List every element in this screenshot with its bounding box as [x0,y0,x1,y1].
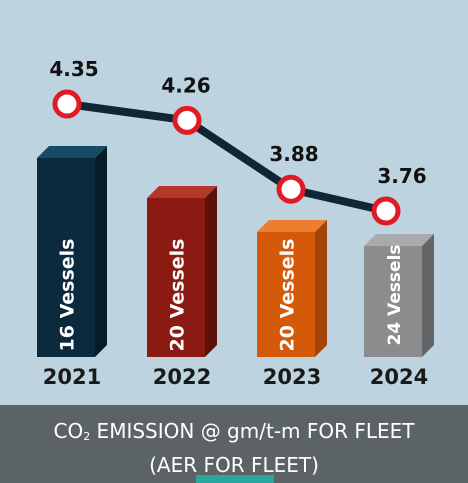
bar-side-2022 [205,186,217,357]
year-label-2022: 2022 [153,365,211,389]
footer-subtitle: (AER FOR FLEET) [149,453,319,477]
bar-side-2021 [95,146,107,357]
bar-side-2024 [422,234,434,357]
bar-label-2021: 16 Vessels [57,239,79,352]
value-label-2021: 4.35 [49,57,98,81]
value-label-2022: 4.26 [161,73,210,97]
bar-top-2023 [257,220,327,232]
emission-chart: 16 Vessels 2021 20 Vessels 2022 20 Vessels 20… [37,57,434,389]
value-label-2024: 3.76 [377,164,426,188]
marker-2022 [172,105,202,135]
emission-line [63,100,390,215]
bar-top-2024 [364,234,434,246]
footer-title: CO2 EMISSION @ gm/t-m FOR FLEET (AER FOR… [0,417,468,479]
marker-2024 [371,196,401,226]
bar-2023 [257,232,315,357]
year-label-2021: 2021 [43,365,101,389]
year-label-2024: 2024 [370,365,428,389]
footer-accent-bar [196,475,274,483]
bar-2024 [364,246,422,357]
bar-label-2023: 20 Vessels [277,239,299,352]
value-label-2023: 3.88 [269,142,318,166]
marker-2021 [52,89,82,119]
bar-2022 [147,198,205,357]
year-label-2023: 2023 [263,365,321,389]
chart-footer: CO2 EMISSION @ gm/t-m FOR FLEET (AER FOR… [0,405,468,483]
bar-top-2022 [147,186,217,198]
bar-top-2021 [37,146,107,158]
footer-title-sub: 2 [83,430,91,443]
bar-label-2024: 24 Vessels [385,244,405,345]
bar-side-2023 [315,220,327,357]
bar-label-2022: 20 Vessels [167,239,189,352]
footer-title-rest: EMISSION @ gm/t-m FOR FLEET [90,419,415,443]
footer-title-prefix: CO [53,419,84,443]
bar-2021 [37,158,95,357]
marker-2023 [276,174,306,204]
